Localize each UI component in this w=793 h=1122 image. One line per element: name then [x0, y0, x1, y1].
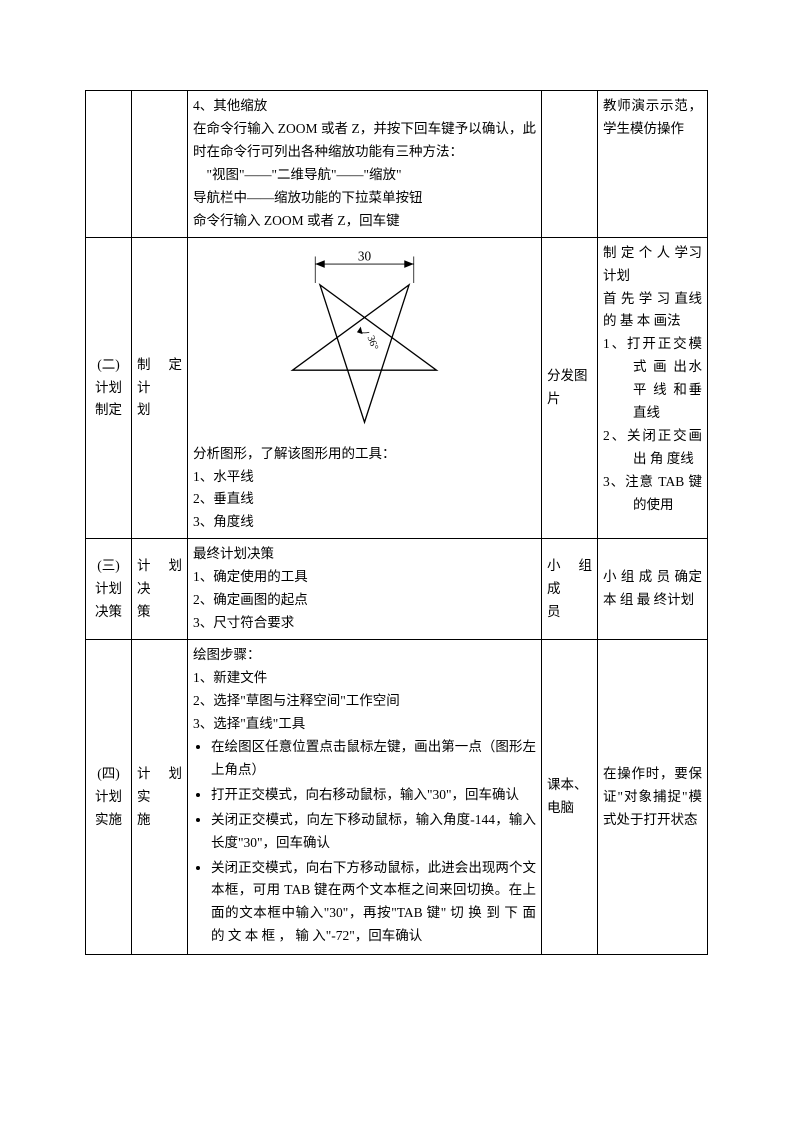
text-line: 3、角度线 — [193, 511, 536, 534]
bullet-item: 关闭正交模式，向左下移动鼠标，输入角度-144，输入长度"30"，回车确认 — [211, 809, 536, 855]
page: 4、其他缩放 在命令行输入 ZOOM 或者 Z，并按下回车键予以确认，此时在命令… — [0, 0, 793, 1122]
cell-r3c5: 小 组 成 员 确定 本 组 最 终计划 — [598, 539, 708, 640]
cell-r1c1 — [86, 91, 132, 238]
text-line: "视图"——"二维导航"——"缩放" — [193, 164, 536, 187]
text-line: 1、水平线 — [193, 466, 536, 489]
text-line: 分析图形，了解该图形用的工具： — [193, 443, 536, 466]
lesson-table: 4、其他缩放 在命令行输入 ZOOM 或者 Z，并按下回车键予以确认，此时在命令… — [85, 90, 708, 955]
text-line: 最终计划决策 — [193, 543, 536, 566]
text-line: 在命令行输入 ZOOM 或者 Z，并按下回车键予以确认，此时在命令行可列出各种缩… — [193, 118, 536, 164]
text-line: 制 定 个 人 学习计划 — [603, 242, 702, 288]
cell-r4c2: 计 划 实 施 — [132, 640, 188, 955]
text-line: 3、注意 TAB 键的使用 — [603, 471, 702, 517]
text-line: 2、垂直线 — [193, 488, 536, 511]
bullet-item: 在绘图区任意位置点击鼠标左键，画出第一点（图形左上角点） — [211, 736, 536, 782]
cell-r2c1: (二) 计划 制定 — [86, 237, 132, 539]
bullet-list: 在绘图区任意位置点击鼠标左键，画出第一点（图形左上角点） 打开正交模式，向右移动… — [193, 736, 536, 948]
cell-r1c3: 4、其他缩放 在命令行输入 ZOOM 或者 Z，并按下回车键予以确认，此时在命令… — [188, 91, 542, 238]
bullet-item: 打开正交模式，向右移动鼠标，输入"30"，回车确认 — [211, 784, 536, 807]
text-line: 1、新建文件 — [193, 667, 536, 690]
text-line: 2、选择"草图与注释空间"工作空间 — [193, 690, 536, 713]
cell-r1c5: 教师演示示范，学生模仿操作 — [598, 91, 708, 238]
cell-r4c3: 绘图步骤： 1、新建文件 2、选择"草图与注释空间"工作空间 3、选择"直线"工… — [188, 640, 542, 955]
text-line: 首 先 学 习 直线 的 基 本 画法 — [603, 288, 702, 334]
cell-r2c4: 分发图 片 — [542, 237, 598, 539]
cell-r3c4: 小 组 成 员 — [542, 539, 598, 640]
cell-r2c5: 制 定 个 人 学习计划 首 先 学 习 直线 的 基 本 画法 1、打开正交模… — [598, 237, 708, 539]
cell-r3c1: (三) 计划 决策 — [86, 539, 132, 640]
cell-r2c3: 30 — [188, 237, 542, 539]
text-line: 4、其他缩放 — [193, 95, 536, 118]
table-row: (三) 计划 决策 计 划 决 策 最终计划决策 1、确定使用的工具 2、确定画… — [86, 539, 708, 640]
text-line: 2、确定画图的起点 — [193, 589, 536, 612]
cell-r3c3: 最终计划决策 1、确定使用的工具 2、确定画图的起点 3、尺寸符合要求 — [188, 539, 542, 640]
cell-r1c4 — [542, 91, 598, 238]
table-row: (四) 计划 实施 计 划 实 施 绘图步骤： 1、新建文件 2、选择"草图与注… — [86, 640, 708, 955]
dim-label: 30 — [358, 248, 372, 263]
cell-r4c5: 在操作时，要保证"对象捕捉"模式处于打开状态 — [598, 640, 708, 955]
table-row: (二) 计划 制定 制 定 计 划 30 — [86, 237, 708, 539]
text-line: 3、尺寸符合要求 — [193, 612, 536, 635]
cell-r4c4: 课本、 电脑 — [542, 640, 598, 955]
numbered-list: 1、打开正交模 式 画 出水 平 线 和垂直线 2、关闭正交画 出 角 度线 3… — [603, 333, 702, 517]
bullet-item: 关闭正交模式，向右下方移动鼠标，此进会出现两个文本框，可用 TAB 键在两个文本… — [211, 857, 536, 949]
star-svg: 30 — [267, 247, 462, 427]
star-diagram: 30 — [193, 247, 536, 435]
angle-label: 36° — [365, 334, 380, 351]
text-line: 2、关闭正交画 出 角 度线 — [603, 425, 702, 471]
cell-r4c1: (四) 计划 实施 — [86, 640, 132, 955]
text-line: 1、打开正交模 式 画 出水 平 线 和垂直线 — [603, 333, 702, 425]
cell-r1c2 — [132, 91, 188, 238]
cell-r2c2: 制 定 计 划 — [132, 237, 188, 539]
text-line: 绘图步骤： — [193, 644, 536, 667]
cell-r3c2: 计 划 决 策 — [132, 539, 188, 640]
text-line: 3、选择"直线"工具 — [193, 713, 536, 736]
text-line: 1、确定使用的工具 — [193, 566, 536, 589]
text-line: 导航栏中——缩放功能的下拉菜单按钮 — [193, 187, 536, 210]
table-row: 4、其他缩放 在命令行输入 ZOOM 或者 Z，并按下回车键予以确认，此时在命令… — [86, 91, 708, 238]
text-line: 命令行输入 ZOOM 或者 Z，回车键 — [193, 210, 536, 233]
